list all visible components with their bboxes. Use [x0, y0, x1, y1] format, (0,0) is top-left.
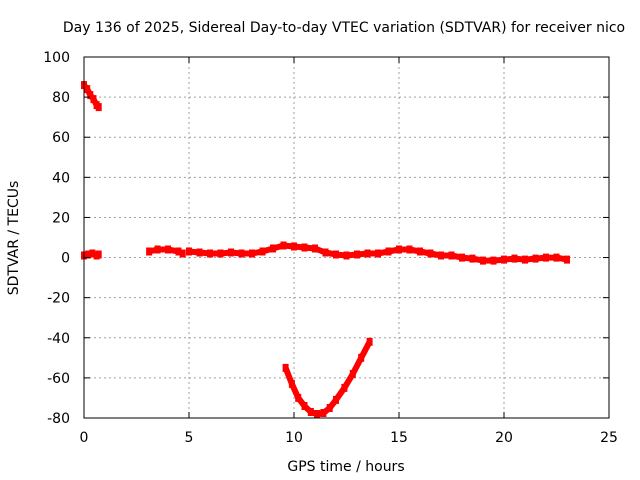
data-point — [553, 253, 560, 262]
data-point — [186, 247, 192, 256]
data-point — [385, 247, 392, 256]
data-point — [522, 255, 528, 264]
data-point — [249, 249, 255, 258]
data-point — [175, 247, 182, 256]
data-point — [270, 244, 276, 253]
data-point — [406, 245, 413, 254]
data-point — [238, 249, 245, 258]
data-point — [438, 251, 444, 260]
data-point — [532, 254, 539, 263]
x-axis-label: GPS time / hours — [287, 459, 404, 475]
data-point — [179, 249, 186, 258]
data-point — [314, 410, 321, 418]
data-point — [469, 254, 476, 263]
plot-frame — [83, 56, 610, 419]
y-tick-label: -20 — [47, 291, 70, 307]
data-point — [427, 249, 434, 258]
y-tick-label: 0 — [61, 251, 70, 267]
data-point — [343, 251, 350, 260]
y-tick-label: 40 — [52, 170, 70, 186]
data-series-group — [81, 81, 570, 418]
data-point — [89, 249, 96, 258]
y-tick-label: 100 — [43, 50, 70, 66]
y-tick-label: -60 — [47, 371, 70, 387]
data-point — [354, 250, 360, 259]
series-line-5 — [282, 340, 373, 417]
y-tick-label: -40 — [47, 331, 70, 347]
data-point — [207, 249, 213, 258]
data-point — [333, 250, 339, 259]
data-point — [375, 249, 381, 258]
data-point — [301, 402, 308, 410]
data-point — [320, 409, 327, 417]
data-point — [154, 245, 161, 254]
data-point — [490, 256, 497, 265]
data-point — [448, 251, 455, 260]
x-axis: 0 5 10 15 20 25 — [80, 57, 618, 446]
data-point — [396, 245, 402, 254]
data-point — [95, 250, 102, 259]
data-point — [301, 243, 308, 252]
x-tick-label: 10 — [285, 430, 303, 446]
data-point — [341, 383, 348, 392]
data-point — [228, 248, 234, 257]
x-tick-label: 25 — [600, 430, 618, 446]
data-point — [459, 253, 465, 262]
data-point — [146, 247, 153, 256]
data-point — [288, 379, 295, 388]
data-point — [543, 253, 549, 262]
data-point — [295, 393, 302, 402]
data-point — [358, 353, 365, 362]
data-point — [84, 85, 91, 94]
data-point — [349, 369, 356, 378]
data-point — [326, 404, 333, 412]
y-tick-label: 80 — [52, 90, 70, 106]
data-point — [307, 408, 314, 416]
y-tick-label: 20 — [52, 210, 70, 226]
data-point — [259, 247, 266, 256]
x-tick-label: 15 — [390, 430, 408, 446]
grid-lines — [84, 57, 609, 418]
chart-title: Day 136 of 2025, Sidereal Day-to-day VTE… — [63, 20, 625, 36]
data-point — [501, 255, 507, 264]
data-point — [364, 249, 371, 258]
data-point — [480, 256, 486, 265]
data-point — [366, 337, 373, 346]
data-point — [333, 395, 339, 404]
data-point — [217, 249, 224, 258]
x-tick-label: 20 — [495, 430, 513, 446]
y-tick-label: 60 — [52, 130, 70, 146]
x-tick-label: 0 — [80, 430, 89, 446]
data-point — [87, 91, 94, 100]
data-point — [511, 254, 518, 263]
x-tick-label: 5 — [185, 430, 194, 446]
y-axis: -80 -60 -40 -20 0 20 40 60 80 100 — [43, 50, 609, 427]
data-point — [280, 241, 287, 250]
data-point — [90, 95, 97, 104]
data-point — [282, 363, 289, 372]
data-point — [165, 245, 171, 254]
y-axis-label: SDTVAR / TECUs — [6, 181, 22, 296]
data-point — [564, 255, 570, 264]
data-point — [291, 242, 297, 251]
data-point — [322, 248, 329, 257]
data-point — [312, 244, 318, 253]
data-point — [95, 103, 102, 112]
data-point — [196, 248, 203, 257]
y-tick-label: -80 — [47, 411, 70, 427]
data-point — [85, 250, 92, 259]
data-point — [417, 247, 423, 256]
